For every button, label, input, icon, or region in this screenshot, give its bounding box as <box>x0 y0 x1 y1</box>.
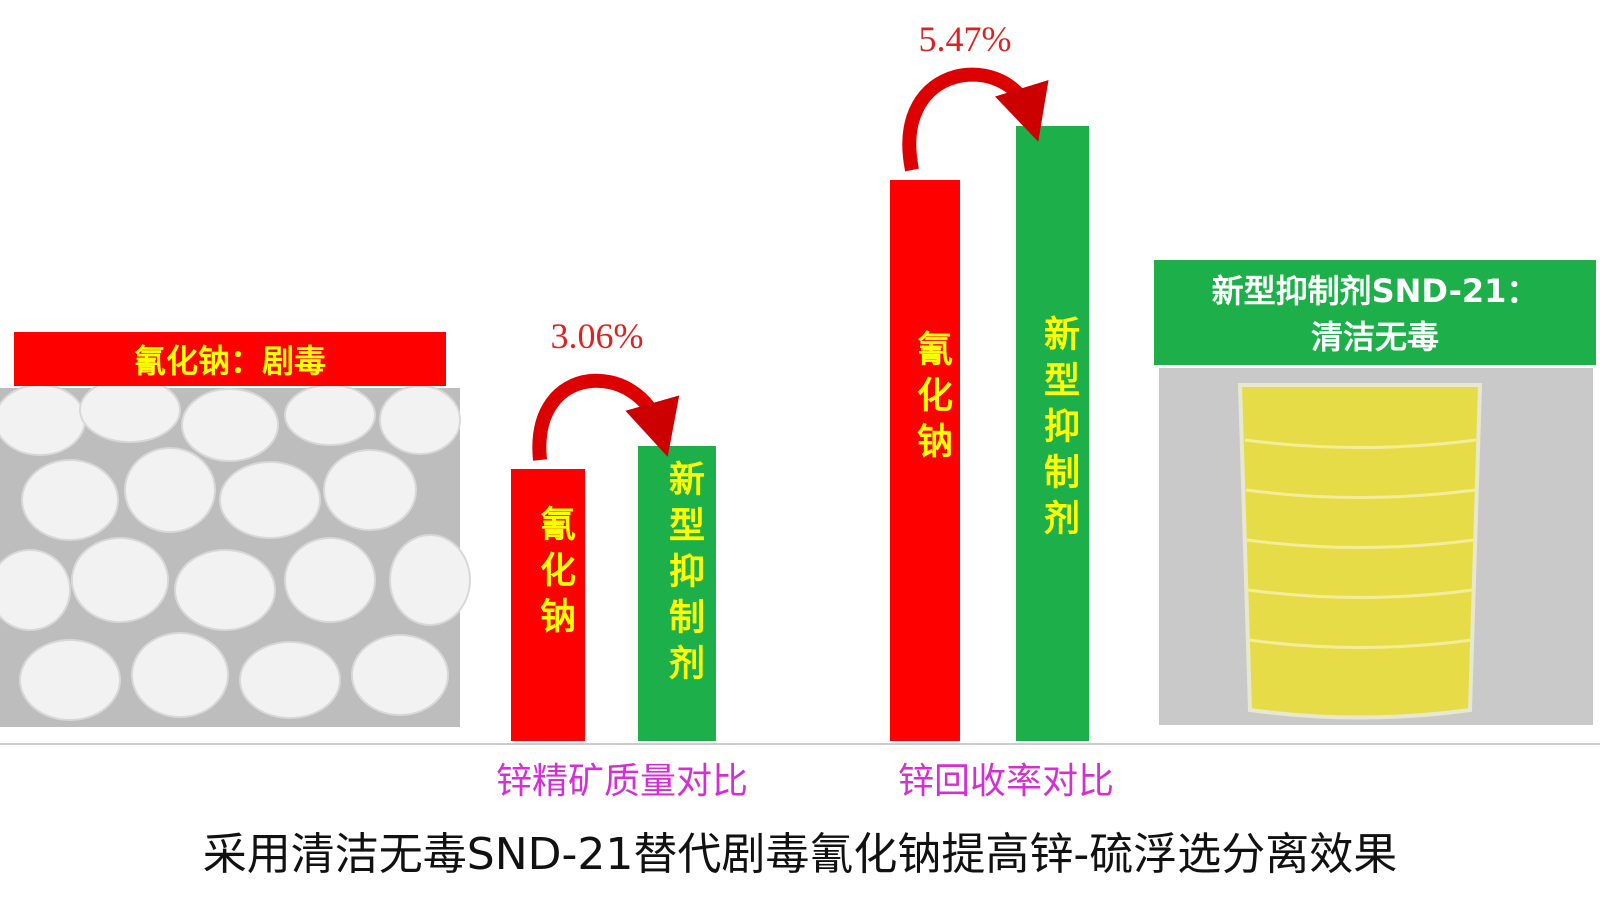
group-caption: 锌回收率对比 <box>897 761 1114 802</box>
bar-cyanide <box>511 469 585 741</box>
bar-label: 新型抑制剂 <box>663 460 704 690</box>
change-label: 5.47% <box>918 19 1012 59</box>
arrow <box>532 373 680 461</box>
footer-title: 采用清洁无毒SND-21替代剧毒氰化钠提高锌-硫浮选分离效果 <box>202 829 1398 880</box>
bar-label: 新型抑制剂 <box>1038 315 1079 545</box>
bar-inhibitor <box>1016 126 1089 741</box>
bar-label: 氰化钠 <box>911 330 952 468</box>
right-banner <box>1154 260 1596 365</box>
right-label: 新型抑制剂SND-21： <box>1211 272 1539 310</box>
arrow <box>902 67 1049 172</box>
change-label: 3.06% <box>550 316 644 356</box>
beaker-photo <box>1159 368 1593 725</box>
right-label: 清洁无毒 <box>1310 318 1439 356</box>
left-label: 氰化钠：剧毒 <box>133 342 326 380</box>
group-caption: 锌精矿质量对比 <box>495 761 748 802</box>
bar-inhibitor <box>638 446 716 741</box>
left-banner <box>14 332 446 386</box>
bar-label: 氰化钠 <box>534 505 575 643</box>
salt-photo <box>0 377 471 727</box>
bar-cyanide <box>890 180 960 741</box>
